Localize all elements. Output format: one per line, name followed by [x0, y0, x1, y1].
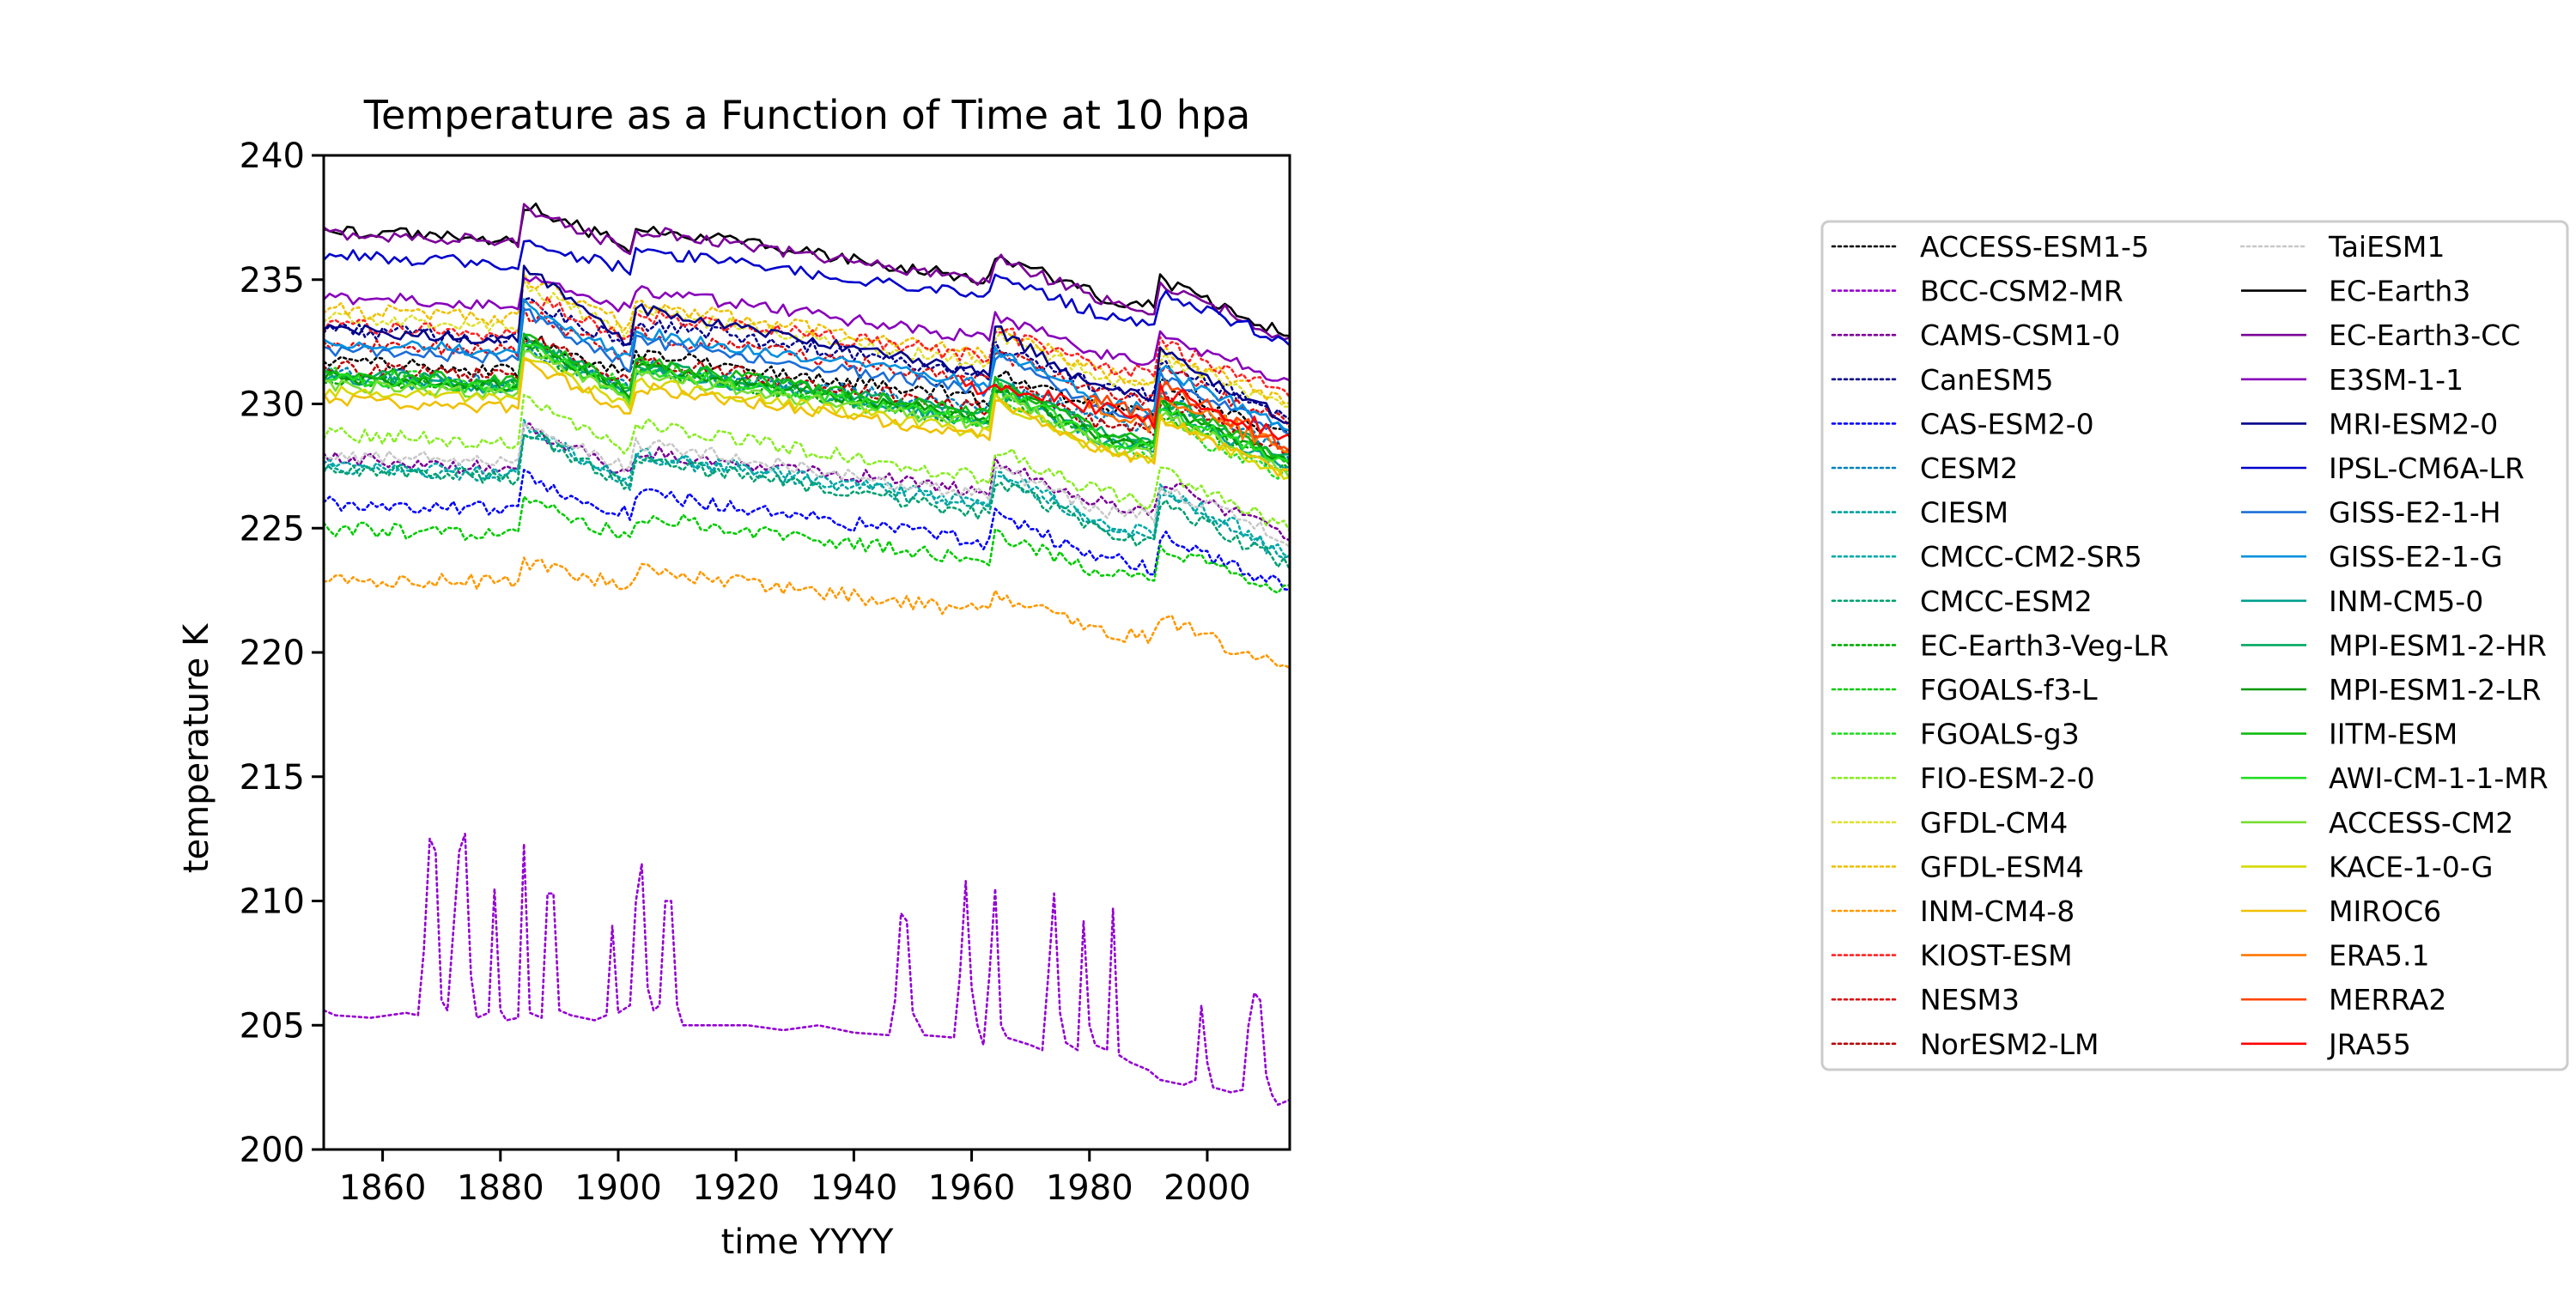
y-tick-label: 235	[240, 261, 305, 300]
legend: ACCESS-ESM1-5 BCC-CSM2-MR CAMS-CSM1-0 CanES…	[1820, 220, 2569, 1071]
legend-label-awi-cm-1-1-mr: AWI-CM-1-1-MR	[2329, 761, 2549, 795]
x-tick-label: 1880	[457, 1168, 544, 1208]
series-line-gfdl-esm4	[322, 272, 1291, 404]
chart-title: Temperature as a Function of Time at 10 …	[363, 92, 1251, 138]
legend-label-inm-cm5-0: INM-CM5-0	[2329, 585, 2483, 618]
series-line-awi-cm-1-1-mr	[323, 343, 1291, 464]
y-tick-label: 230	[240, 385, 305, 425]
y-tick-label: 225	[240, 509, 305, 549]
series-line-merra2	[1089, 380, 1291, 452]
x-tick-label: 1920	[692, 1168, 780, 1208]
legend-label-ciesm: CIESM	[1920, 496, 2008, 530]
legend-label-kace-1-0-g: KACE-1-0-G	[2329, 850, 2493, 883]
legend-label-fgoals-f3-l: FGOALS-f3-L	[1920, 673, 2098, 707]
series-line-inm-cm5-0	[323, 339, 1291, 470]
series-line-bcc-csm2-mr	[322, 833, 1291, 1107]
legend-label-cmcc-esm2: CMCC-ESM2	[1920, 585, 2093, 618]
y-axis-label: temperature K	[177, 622, 216, 873]
x-tick-label: 1980	[1046, 1168, 1133, 1208]
legend-label-miroc6: MIROC6	[2329, 895, 2441, 928]
legend-label-mpi-esm1-2-lr: MPI-ESM1-2-LR	[2329, 673, 2541, 707]
legend-label-fio-esm-2-0: FIO-ESM-2-0	[1920, 761, 2095, 795]
y-tick-label: 215	[240, 758, 305, 798]
legend-label-bcc-csm2-mr: BCC-CSM2-MR	[1920, 275, 2123, 308]
series-line-fio-esm-2-0	[322, 393, 1291, 533]
y-tick-label: 220	[240, 634, 305, 673]
legend-label-ipsl-cm6a-lr: IPSL-CM6A-LR	[2329, 452, 2524, 485]
series-line-mri-esm2-0	[323, 264, 1291, 424]
series-line-inm-cm4-8	[322, 556, 1291, 670]
x-tick-label: 1960	[928, 1168, 1016, 1208]
series-line-kiost-esm	[322, 295, 1291, 398]
legend-label-inm-cm4-8: INM-CM4-8	[1920, 895, 2075, 928]
legend-label-nesm3: NESM3	[1920, 983, 2020, 1016]
y-tick-label: 205	[240, 1006, 305, 1046]
series-line-taiesm1	[322, 422, 1291, 549]
legend-label-noresm2-lm: NorESM2-LM	[1920, 1028, 2099, 1061]
x-axis-ticks: 1860 1880 1900 1920 1940 1960 1980 2000	[339, 1149, 1251, 1208]
legend-label-gfdl-esm4: GFDL-ESM4	[1920, 850, 2084, 883]
legend-label-cmcc-cm2-sr5: CMCC-CM2-SR5	[1920, 540, 2142, 573]
series-line-cmcc-esm2	[322, 432, 1291, 571]
legend-label-giss-e2-1-h: GISS-E2-1-H	[2329, 496, 2501, 530]
legend-label-gfdl-cm4: GFDL-CM4	[1920, 806, 2068, 840]
legend-label-ec-earth3-veg-lr: EC-Earth3-Veg-LR	[1920, 628, 2169, 662]
legend-label-mri-esm2-0: MRI-ESM2-0	[2329, 407, 2498, 440]
legend-label-access-esm1-5: ACCESS-ESM1-5	[1920, 230, 2149, 264]
legend-label-e3sm-1-1: E3SM-1-1	[2329, 363, 2464, 397]
y-tick-label: 240	[240, 136, 305, 176]
legend-label-cams-csm1-0: CAMS-CSM1-0	[1920, 318, 2120, 352]
x-tick-label: 1900	[574, 1168, 662, 1208]
y-axis-ticks: 200 205 210 215 220 225 230 235 240	[240, 136, 324, 1170]
plot-area	[322, 202, 1291, 1107]
legend-label-access-cm2: ACCESS-CM2	[2329, 806, 2513, 840]
legend-label-iitm-esm: IITM-ESM	[2329, 718, 2458, 751]
x-tick-label: 1860	[339, 1168, 427, 1208]
legend-label-jra55: JRA55	[2327, 1028, 2411, 1061]
series-line-iitm-esm	[323, 333, 1291, 463]
y-tick-label: 210	[240, 883, 305, 922]
legend-label-taiesm1: TaiESM1	[2328, 230, 2445, 264]
series-line-jra55	[958, 375, 1291, 441]
legend-box	[1820, 220, 2569, 1071]
x-tick-label: 2000	[1163, 1168, 1251, 1208]
series-line-ec-earth3-cc	[323, 203, 1291, 341]
series-line-cmcc-cm2-sr5	[322, 418, 1291, 559]
legend-label-canesm5: CanESM5	[1920, 363, 2053, 397]
series-line-miroc6	[322, 357, 1291, 477]
legend-label-giss-e2-1-g: GISS-E2-1-G	[2329, 540, 2503, 573]
legend-label-cesm2: CESM2	[1920, 452, 2018, 485]
y-tick-label: 200	[240, 1131, 305, 1170]
series-line-noresm2-lm	[322, 336, 1291, 456]
series-line-e3sm-1-1	[323, 276, 1291, 382]
series-line-ipsl-cm6a-lr	[323, 240, 1291, 347]
legend-label-cas-esm2-0: CAS-ESM2-0	[1920, 407, 2094, 440]
x-axis-label: time YYYY	[721, 1222, 894, 1262]
legend-label-ec-earth3: EC-Earth3	[2329, 275, 2470, 308]
legend-label-fgoals-g3: FGOALS-g3	[1920, 718, 2080, 751]
series-line-era5-1	[1082, 396, 1291, 454]
legend-label-kiost-esm: KIOST-ESM	[1920, 939, 2073, 973]
legend-label-merra2: MERRA2	[2329, 983, 2446, 1016]
series-line-cas-esm2-0	[322, 469, 1291, 591]
series-line-fgoals-f3-l	[322, 495, 1291, 594]
legend-label-ec-earth3-cc: EC-Earth3-CC	[2329, 318, 2520, 352]
series-line-ec-earth3	[323, 202, 1291, 337]
legend-label-mpi-esm1-2-hr: MPI-ESM1-2-HR	[2329, 628, 2547, 662]
x-tick-label: 1940	[810, 1168, 897, 1208]
legend-label-era5-1: ERA5.1	[2329, 939, 2430, 973]
